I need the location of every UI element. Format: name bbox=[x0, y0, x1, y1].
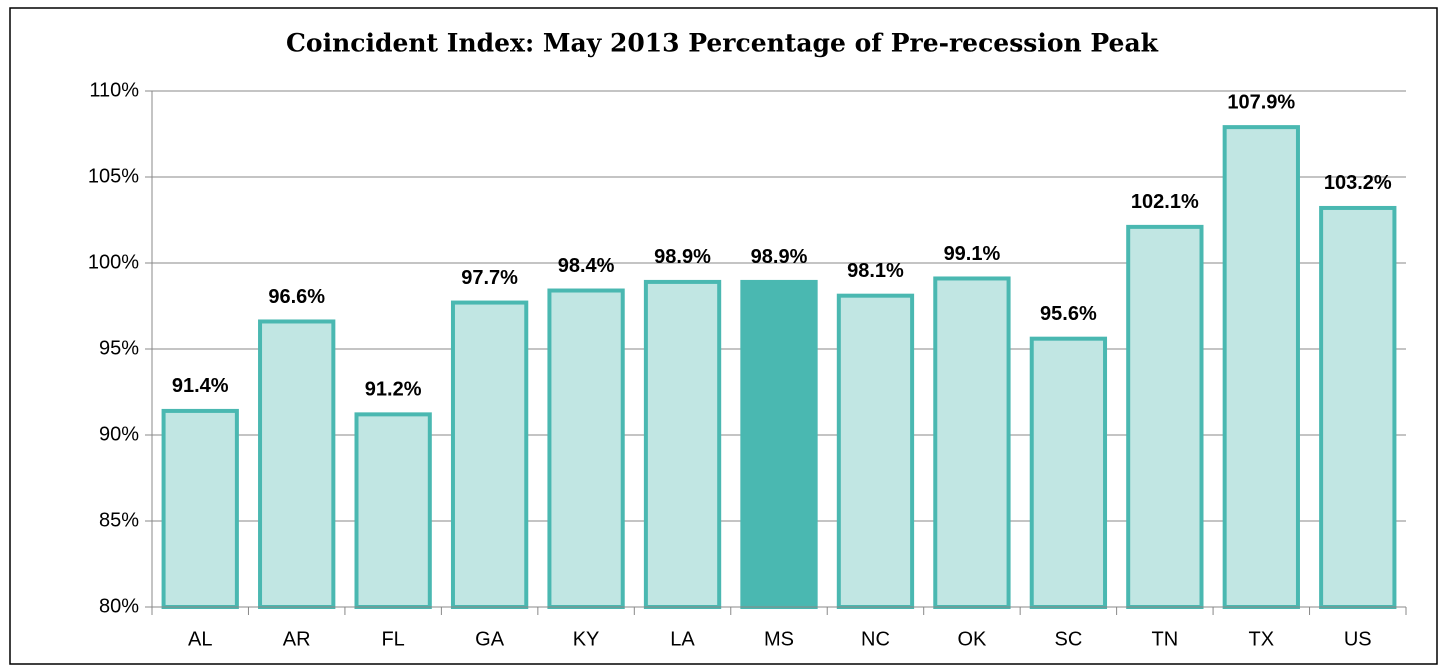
y-tick-label: 90% bbox=[99, 423, 139, 445]
x-tick-label: KY bbox=[573, 628, 600, 650]
bar bbox=[354, 412, 432, 609]
x-tick-label: AR bbox=[283, 628, 311, 650]
bar bbox=[933, 276, 1011, 609]
data-label: 95.6% bbox=[1040, 303, 1097, 325]
bar bbox=[547, 288, 625, 609]
y-tick-label: 105% bbox=[88, 165, 139, 187]
x-tick-label: TX bbox=[1249, 628, 1275, 650]
bar bbox=[161, 408, 239, 610]
chart-title: Coincident Index: May 2013 Percentage of… bbox=[286, 29, 1159, 58]
data-label: 97.7% bbox=[461, 267, 518, 289]
bar bbox=[1319, 205, 1397, 610]
x-tick-label: AL bbox=[188, 628, 212, 650]
data-label: 98.1% bbox=[847, 260, 904, 282]
x-tick-label: MS bbox=[764, 628, 794, 650]
x-tick-label: LA bbox=[670, 628, 695, 650]
x-tick-label: US bbox=[1344, 628, 1372, 650]
y-tick-label: 100% bbox=[88, 251, 139, 273]
bar bbox=[740, 279, 818, 609]
bar bbox=[258, 319, 336, 609]
y-tick-label: 80% bbox=[99, 595, 139, 617]
x-tick-label: NC bbox=[861, 628, 890, 650]
data-label: 99.1% bbox=[944, 243, 1001, 265]
x-tick-label: FL bbox=[381, 628, 404, 650]
bar bbox=[450, 300, 529, 609]
bar bbox=[836, 293, 915, 609]
x-tick-label: OK bbox=[957, 628, 987, 650]
data-label: 107.9% bbox=[1227, 91, 1295, 113]
data-label: 103.2% bbox=[1324, 172, 1392, 194]
x-tick-label: GA bbox=[475, 628, 505, 650]
data-label: 102.1% bbox=[1131, 191, 1199, 213]
bar bbox=[1029, 336, 1108, 609]
bar bbox=[643, 279, 722, 609]
bar bbox=[1222, 125, 1300, 610]
x-tick-label: TN bbox=[1152, 628, 1179, 650]
data-label: 96.6% bbox=[268, 286, 325, 308]
y-tick-label: 85% bbox=[99, 509, 139, 531]
y-tick-label: 110% bbox=[89, 79, 139, 101]
y-tick-label: 95% bbox=[99, 337, 139, 359]
data-label: 98.9% bbox=[654, 246, 711, 268]
bar bbox=[1126, 224, 1204, 609]
data-label: 91.2% bbox=[365, 379, 422, 401]
x-tick-label: SC bbox=[1054, 628, 1082, 650]
data-label: 91.4% bbox=[172, 375, 229, 397]
data-label: 98.4% bbox=[558, 255, 615, 277]
data-label: 98.9% bbox=[751, 246, 808, 268]
